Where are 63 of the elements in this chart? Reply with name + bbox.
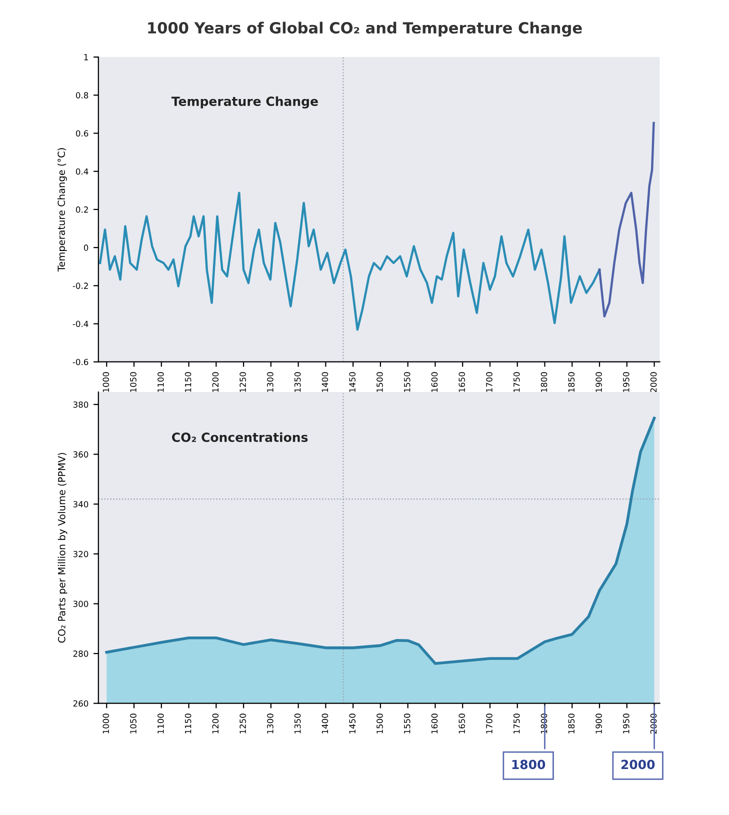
x-tick-label: 1800 — [540, 372, 548, 392]
x-tick-label: 1600 — [431, 372, 438, 392]
y-tick-label: 1 — [84, 54, 88, 60]
x-tick-label: 1950 — [623, 372, 630, 392]
x-tick-label: 1700 — [486, 714, 492, 734]
x-tick-label: 1550 — [404, 714, 410, 734]
x-tick-label: 1450 — [349, 714, 356, 734]
y-tick-label: 0.2 — [76, 206, 88, 213]
x-tick-label: 1100 — [158, 714, 164, 734]
x-tick-label: 1150 — [184, 714, 192, 734]
y-tick-label: 0 — [84, 244, 88, 251]
x-tick-label: 1350 — [294, 714, 301, 734]
x-tick-label: 1100 — [158, 372, 164, 392]
y-tick-label: 0.8 — [76, 92, 88, 98]
y-tick-label: 280 — [73, 650, 88, 657]
x-tick-label: 1400 — [322, 372, 328, 392]
x-tick-label: 1050 — [130, 372, 136, 392]
x-tick-label: 1050 — [130, 714, 136, 734]
y-tick-label: 380 — [73, 401, 88, 408]
x-tick-label: 1250 — [240, 372, 246, 392]
x-tick-label: 1850 — [568, 714, 575, 734]
x-tick-label: 1400 — [322, 714, 328, 734]
y-axis-title: CO₂ Parts per Million by Volume (PPMV) — [58, 453, 68, 643]
y-tick-label: 0.6 — [76, 130, 88, 137]
x-tick-label: 1000 — [102, 714, 110, 734]
x-tick-label: 1300 — [267, 372, 274, 392]
x-tick-label: 1850 — [568, 372, 575, 392]
y-tick-label: 320 — [73, 550, 88, 558]
x-tick-label: 1750 — [513, 714, 520, 734]
x-tick-label: 1000 — [102, 372, 110, 392]
x-tick-label: 1350 — [294, 372, 301, 392]
annotation: 2000 — [621, 760, 655, 770]
x-tick-label: 1200 — [212, 714, 219, 734]
y-tick-label: 340 — [73, 501, 88, 508]
x-tick-label: 1300 — [267, 714, 274, 734]
x-tick-label: 1200 — [212, 372, 219, 392]
x-tick-label: 1750 — [513, 372, 520, 392]
y-tick-label: 360 — [73, 451, 88, 458]
y-tick-label: 260 — [73, 700, 88, 707]
y-tick-label: 300 — [73, 600, 88, 608]
y-axis-title: Temperature Change (°C) — [57, 148, 67, 272]
annotation: 1800 — [512, 760, 546, 770]
x-tick-label: 1700 — [486, 372, 492, 392]
x-tick-label: 1950 — [623, 714, 630, 734]
y-tick-label: -0.4 — [72, 320, 88, 328]
y-tick-label: -0.2 — [72, 282, 88, 289]
x-tick-label: 1650 — [458, 714, 466, 734]
annotation: CO₂ Concentrations — [172, 432, 308, 442]
annotation: Temperature Change — [171, 96, 318, 109]
chart-title: 1000 Years of Global CO₂ and Temperature Change — [148, 22, 582, 37]
x-tick-label: 1500 — [376, 714, 383, 734]
x-tick-label: 1900 — [596, 372, 602, 392]
x-tick-label: 1650 — [458, 372, 466, 392]
x-tick-label: 1900 — [596, 714, 602, 734]
x-tick-label: 1150 — [184, 372, 192, 392]
x-tick-label: 1600 — [431, 714, 438, 734]
x-tick-label: 1250 — [240, 714, 246, 734]
x-tick-label: 1500 — [376, 372, 383, 392]
x-tick-label: 2000 — [650, 372, 657, 392]
x-tick-label: 1550 — [404, 372, 410, 392]
x-tick-label: 1450 — [349, 372, 356, 392]
y-tick-label: -0.6 — [72, 358, 88, 366]
y-tick-label: 0.4 — [76, 168, 88, 175]
